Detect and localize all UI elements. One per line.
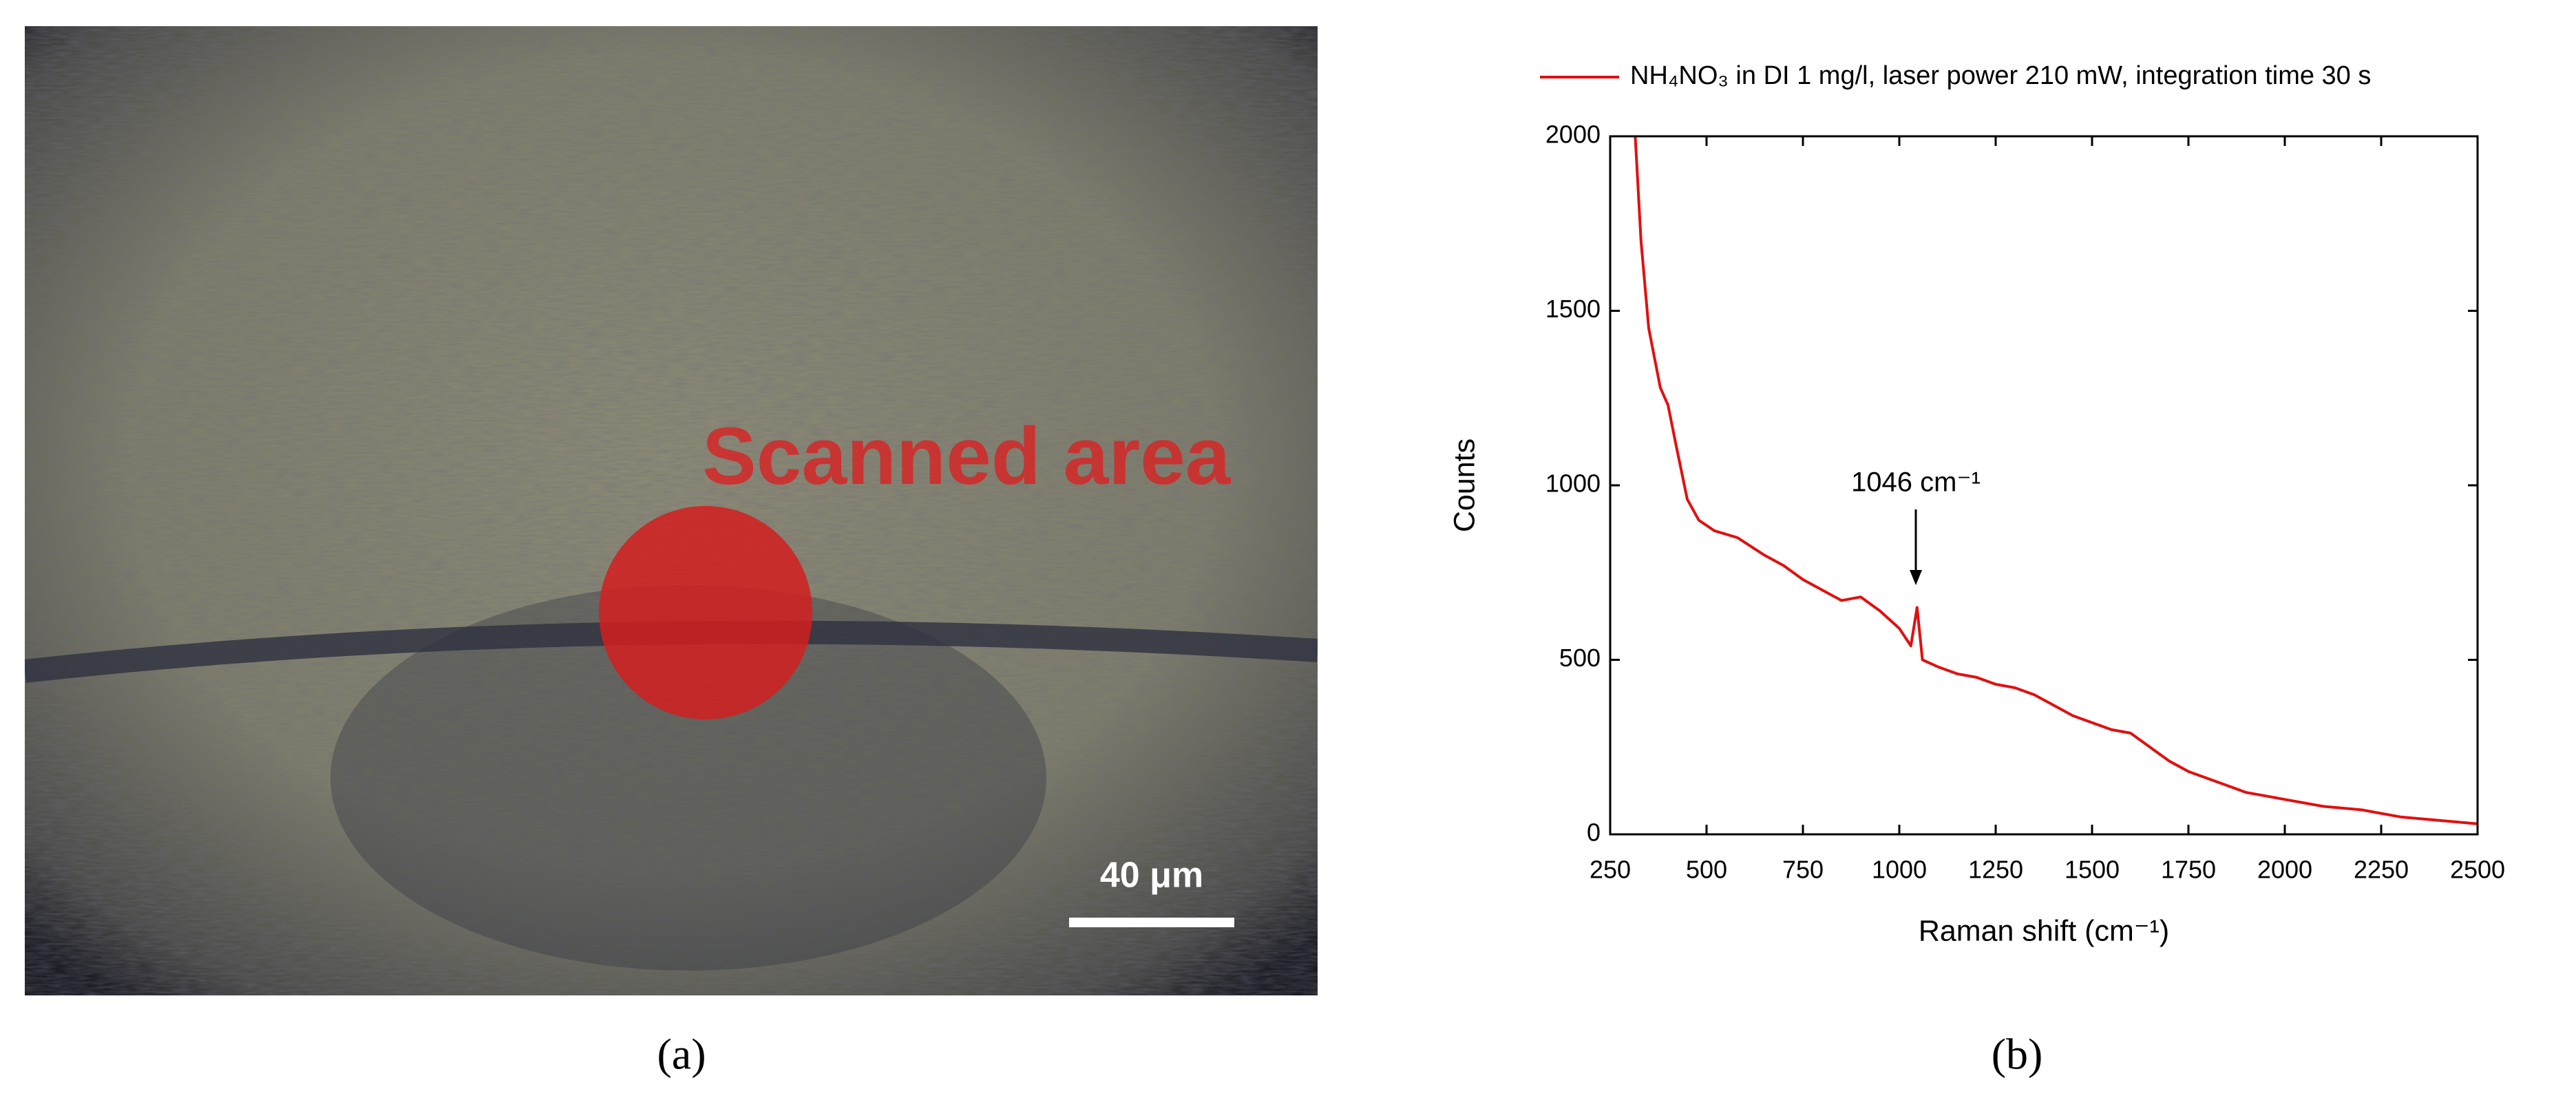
scale-bar-label: 40 μm: [1100, 856, 1203, 896]
panel-caption: (b): [1992, 1030, 2043, 1079]
y-tick-label: 1500: [1545, 295, 1601, 323]
x-tick-label: 1000: [1872, 856, 1927, 884]
x-axis-title: Raman shift (cm⁻¹): [1919, 914, 2169, 947]
y-tick-label: 2000: [1545, 120, 1601, 149]
data-line: [1634, 136, 2478, 825]
legend-label: NH₄NO₃ in DI 1 mg/l, laser power 210 mW,…: [1630, 61, 2371, 90]
x-tick-label: 1750: [2161, 856, 2216, 884]
x-tick-label: 500: [1686, 856, 1727, 884]
x-tick-label: 250: [1590, 856, 1631, 884]
x-tick-label: 2500: [2450, 856, 2505, 884]
x-tick-label: 1500: [2065, 856, 2120, 884]
y-tick-label: 1000: [1545, 469, 1601, 498]
x-tick-label: 2000: [2257, 856, 2312, 884]
panel-caption: (a): [657, 1030, 706, 1079]
chart: NH₄NO₃ in DI 1 mg/l, laser power 210 mW,…: [1448, 61, 2505, 947]
y-axis-title: Counts: [1448, 439, 1481, 532]
photo-label: Scanned area: [702, 411, 1232, 502]
y-tick-label: 0: [1587, 818, 1601, 847]
annotation: 1046 cm⁻¹: [1851, 467, 1981, 498]
x-tick-label: 750: [1782, 856, 1824, 884]
x-tick-label: 2250: [2354, 856, 2409, 884]
plot-frame: [1609, 135, 2479, 836]
photo: Scanned area 40 μm: [25, 26, 1318, 995]
y-tick-label: 500: [1559, 644, 1601, 672]
x-tick-label: 1250: [1968, 856, 2023, 884]
